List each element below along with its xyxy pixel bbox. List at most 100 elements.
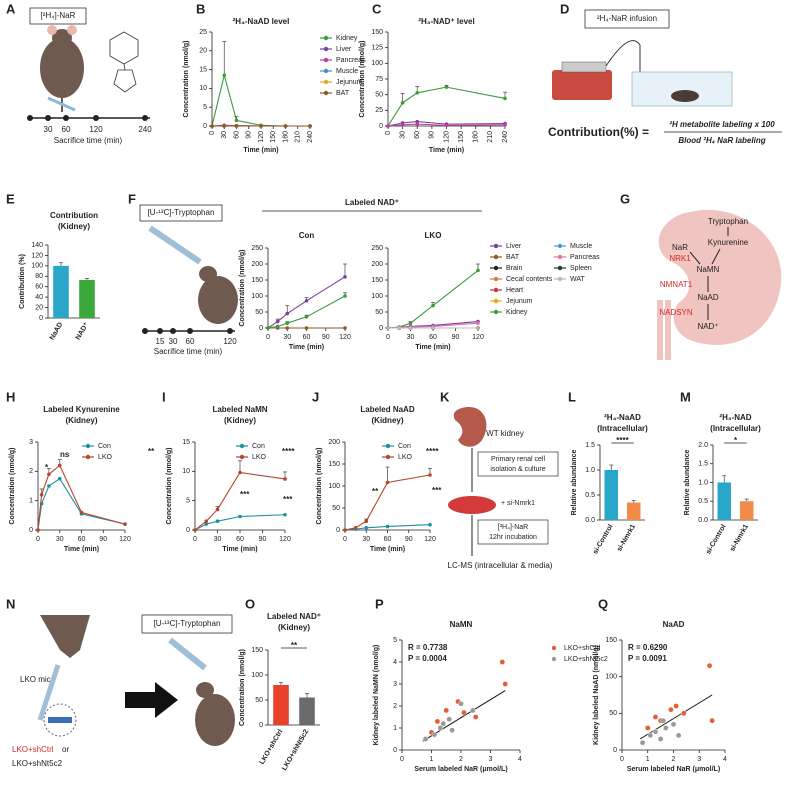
- panel-letter: C: [372, 1, 382, 16]
- legend-swatch: [493, 265, 499, 271]
- chart-subtitle: (Intracellular): [710, 424, 761, 433]
- panel-letter: H: [6, 389, 15, 404]
- data-point: [308, 124, 312, 128]
- y-axis-label: Kidney labeled NaAD (nmol/g): [593, 645, 600, 745]
- legend-swatch: [557, 276, 563, 282]
- y-tick-label: 50: [255, 697, 263, 704]
- legend-label: Cecal contents: [506, 276, 553, 283]
- y-tick-label: 0: [613, 747, 617, 754]
- legend-swatch: [551, 656, 557, 662]
- x-tick-label: 30: [214, 536, 222, 543]
- diagram-d: ²H₄-NaR infusion Contribution(%) = ²H me…: [548, 9, 782, 145]
- x-tick-label: LKO+shCtrl: [259, 728, 285, 765]
- data-point: [499, 659, 506, 665]
- x-tick-label: 150: [270, 131, 277, 143]
- x-tick-label: 1: [430, 756, 434, 763]
- step: LC-MS (intracellular & media): [448, 561, 553, 570]
- x-axis-label: Time (min): [64, 546, 99, 553]
- y-tick-label: 3: [393, 681, 397, 688]
- node: NaR: [672, 243, 688, 252]
- legend-swatch: [493, 298, 499, 304]
- mouse-head: [52, 29, 72, 47]
- x-tick-label: 0: [385, 131, 392, 135]
- bar: [740, 501, 754, 520]
- y-tick-label: 150: [605, 637, 617, 644]
- x-tick-label: 60: [429, 334, 437, 341]
- time-label: 15: [156, 337, 165, 346]
- or: or: [62, 745, 69, 754]
- data-point: [652, 728, 659, 735]
- data-point: [461, 709, 467, 716]
- y-tick-label: 200: [251, 261, 263, 268]
- data-point: [639, 739, 646, 746]
- data-point: [415, 122, 420, 126]
- data-point: [215, 507, 220, 512]
- mouse: [195, 694, 235, 746]
- legend-swatch: [85, 443, 91, 449]
- y-tick-label: 1: [393, 725, 397, 732]
- chart-subtitle: (Kidney): [58, 222, 90, 231]
- trendline: [639, 694, 713, 740]
- label: ²H₄-NaR infusion: [597, 14, 657, 23]
- data-point: [343, 294, 347, 298]
- y-tick-label: 0.0: [698, 517, 708, 524]
- panel-letter: O: [245, 596, 255, 611]
- data-point: [431, 326, 435, 330]
- x-tick-label: 120: [279, 536, 291, 543]
- x-tick-label: 120: [424, 536, 436, 543]
- diagram-k: WT kidney Primary renal cell isolation &…: [448, 407, 559, 570]
- annotation: ****: [282, 447, 295, 456]
- data-point: [259, 124, 263, 128]
- big-arrow: [125, 682, 178, 718]
- x-tick-label: 120: [258, 131, 265, 143]
- y-axis-label: Relative abundance: [571, 450, 578, 516]
- diagram-g: Tryptophan Kynurenine NaR NRK1 NaMN NMNA…: [657, 209, 782, 360]
- y-tick-label: 150: [251, 647, 263, 654]
- y-tick-label: 150: [251, 277, 263, 284]
- data-point: [476, 321, 480, 326]
- arrow: [689, 251, 701, 265]
- syringe: [168, 637, 207, 671]
- y-tick-label: 60: [35, 284, 43, 291]
- step: Primary renal cell: [491, 456, 546, 463]
- data-point: [400, 122, 405, 127]
- molecule: [113, 69, 137, 93]
- time-dot: [45, 115, 51, 121]
- legend-label: Liver: [506, 243, 522, 250]
- group: LKO+shCtrl: [12, 745, 54, 754]
- x-tick-label: 60: [78, 536, 86, 543]
- panel-letters: A B C D E F G H I J K L M N O P Q: [6, 1, 691, 611]
- label: [U-¹³C]-Tryptophan: [148, 208, 215, 217]
- bar: [627, 502, 641, 520]
- data-point: [39, 493, 44, 497]
- step: WT kidney: [486, 429, 524, 438]
- data-point: [79, 510, 84, 515]
- legend-swatch: [493, 287, 499, 293]
- y-tick-label: 140: [31, 242, 43, 249]
- data-point: [238, 470, 242, 475]
- panel-letter: M: [680, 389, 691, 404]
- legend-label: Liver: [336, 46, 352, 53]
- x-tick-label: 4: [723, 756, 727, 763]
- data-point: [193, 528, 197, 532]
- legend-label: LKO: [252, 454, 267, 461]
- time-dot: [93, 115, 99, 121]
- kidney: [658, 209, 782, 345]
- panel-letter: P: [375, 596, 384, 611]
- ureter: [657, 300, 671, 360]
- data-point: [385, 524, 390, 529]
- data-point: [472, 714, 479, 720]
- y-tick-label: 100: [371, 293, 383, 300]
- data-point: [675, 732, 682, 739]
- annotation: ***: [240, 490, 250, 499]
- enzyme: NMNAT1: [660, 280, 693, 289]
- data-point: [647, 732, 654, 739]
- y-tick-label: 50: [609, 710, 617, 717]
- x-tick-label: 90: [452, 334, 460, 341]
- time-label: 60: [62, 125, 71, 134]
- panel-letter: F: [128, 191, 136, 206]
- axis-label: Sacrifice time (min): [54, 136, 123, 145]
- x-tick-label: si-Control: [705, 523, 728, 555]
- y-tick-label: 0: [259, 722, 263, 729]
